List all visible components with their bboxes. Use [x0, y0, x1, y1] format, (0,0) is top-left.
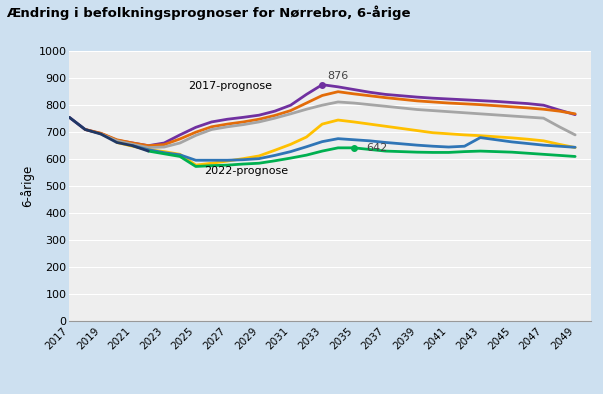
Y-axis label: 6-årige: 6-årige: [21, 165, 34, 207]
Text: 876: 876: [327, 71, 348, 82]
Text: Ændring i befolkningsprognoser for Nørrebro, 6-årige: Ændring i befolkningsprognoser for Nørre…: [6, 6, 411, 20]
Text: 642: 642: [367, 143, 388, 153]
Text: 2017-prognose: 2017-prognose: [188, 81, 272, 91]
Text: 2022-prognose: 2022-prognose: [204, 165, 288, 175]
